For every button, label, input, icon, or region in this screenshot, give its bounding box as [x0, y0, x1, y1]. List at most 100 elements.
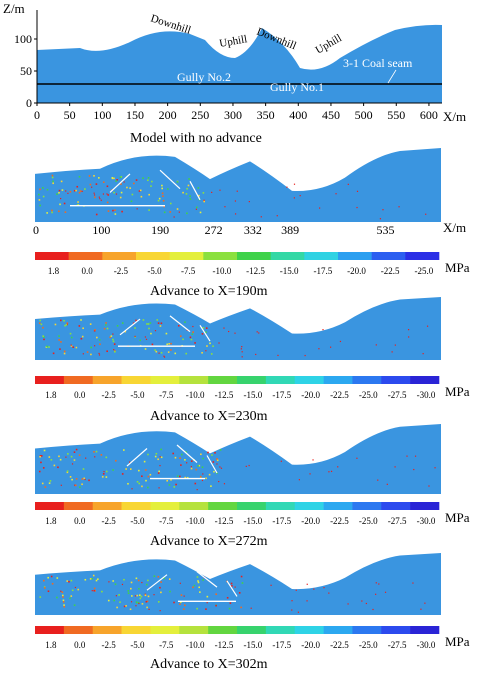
stress-speck — [121, 322, 124, 324]
stress-speck — [89, 183, 92, 186]
stress-speck — [75, 484, 77, 487]
stress-speck — [286, 186, 288, 188]
stress-speck — [199, 475, 202, 478]
stress-speck — [193, 584, 196, 587]
scale-value: -7.5 — [159, 640, 174, 650]
scale-value: 1.8 — [45, 516, 57, 526]
scale-value: 0.0 — [74, 640, 86, 650]
stress-speck — [48, 346, 50, 348]
stress-speck — [180, 601, 182, 603]
scale-swatch — [294, 626, 324, 634]
stress-speck — [144, 336, 147, 338]
stress-speck — [140, 595, 143, 598]
stress-speck — [188, 178, 190, 180]
stress-speck — [201, 333, 204, 335]
stress-speck — [47, 590, 50, 593]
stress-speck — [62, 601, 65, 603]
stress-speck — [98, 196, 100, 198]
stress-speck — [293, 183, 296, 185]
stress-speck — [337, 466, 339, 468]
stress-speck — [183, 595, 185, 597]
stress-speck — [147, 177, 150, 179]
stress-speck — [384, 591, 387, 593]
stress-speck — [60, 484, 62, 486]
stress-speck — [105, 476, 108, 478]
stress-speck — [90, 346, 92, 349]
stress-speck — [115, 180, 117, 182]
stress-speck — [97, 578, 99, 580]
stress-speck — [120, 183, 122, 185]
stress-speck — [81, 478, 84, 480]
stress-speck — [375, 582, 377, 584]
scale-swatch — [92, 502, 122, 510]
stress-speck — [195, 206, 198, 209]
stress-speck — [155, 452, 158, 455]
displacement-arrow — [146, 574, 168, 591]
stress-speck — [330, 470, 333, 472]
stress-speck — [91, 590, 93, 592]
stress-speck — [73, 451, 76, 453]
stress-speck — [94, 196, 96, 199]
stage-panel-2: 1.8 0.0 -2.5 -5.0 -7.5 -10.0 -12.5 -15.0 -17.5 -2… — [35, 297, 470, 424]
scale-value: -20.0 — [301, 640, 320, 650]
stress-speck — [66, 471, 69, 474]
stress-speck — [85, 457, 87, 459]
stress-speck — [67, 192, 69, 194]
stress-speck — [153, 575, 156, 577]
stress-speck — [112, 338, 114, 341]
scale-swatch — [338, 252, 372, 260]
stress-speck — [179, 475, 181, 478]
stress-speck — [95, 183, 98, 185]
x-tick-label: 450 — [322, 108, 340, 122]
stress-speck — [123, 578, 125, 581]
stage-model-surface — [35, 297, 441, 360]
scale-value: -20.0 — [301, 390, 320, 400]
scale-value: -10.0 — [186, 516, 205, 526]
stress-speck — [118, 594, 120, 596]
stress-speck — [58, 339, 60, 341]
stress-speck — [139, 597, 142, 600]
gully-label-2: Gully No.2 — [177, 70, 231, 84]
stress-speck — [114, 583, 117, 586]
stress-speck — [147, 486, 149, 489]
stress-speck — [356, 457, 358, 459]
stress-speck — [91, 577, 94, 580]
stress-speck — [76, 185, 79, 188]
stress-speck — [70, 579, 73, 582]
scale-value: -2.5 — [101, 390, 116, 400]
stress-speck — [240, 575, 243, 578]
stress-speck — [276, 215, 278, 217]
stress-speck — [134, 327, 136, 329]
stress-speck — [163, 577, 166, 580]
stress-speck — [123, 449, 125, 451]
scale-unit: MPa — [445, 634, 470, 649]
stress-speck — [82, 468, 85, 470]
scale-swatch — [208, 502, 238, 510]
stress-speck — [69, 597, 71, 600]
scale-swatch — [352, 502, 382, 510]
stress-speck — [329, 346, 332, 348]
stage-panel-1: 0 100 190 272 332 389 535 X/m 1.8 0.0 -2.5 -5.0 -7.5… — [33, 148, 470, 299]
stress-speck — [42, 326, 44, 329]
stress-speck — [93, 194, 96, 196]
stress-speck — [231, 585, 233, 587]
stress-speck — [170, 349, 172, 351]
stress-speck — [113, 599, 115, 602]
stress-speck — [121, 210, 123, 213]
stress-speck — [42, 579, 45, 582]
stress-speck — [89, 323, 92, 325]
stress-speck — [196, 576, 199, 578]
stress-speck — [56, 577, 59, 579]
stress-speck — [139, 594, 141, 597]
stress-speck — [74, 586, 77, 589]
stress-speck — [160, 581, 162, 583]
stress-speck — [102, 473, 105, 475]
stress-speck — [365, 602, 367, 605]
stress-speck — [148, 327, 150, 330]
stress-speck — [116, 325, 119, 327]
stress-speck — [386, 483, 388, 485]
stress-speck — [100, 454, 103, 456]
stress-speck — [43, 586, 46, 588]
stress-speck — [248, 201, 250, 203]
stress-speck — [205, 331, 207, 334]
